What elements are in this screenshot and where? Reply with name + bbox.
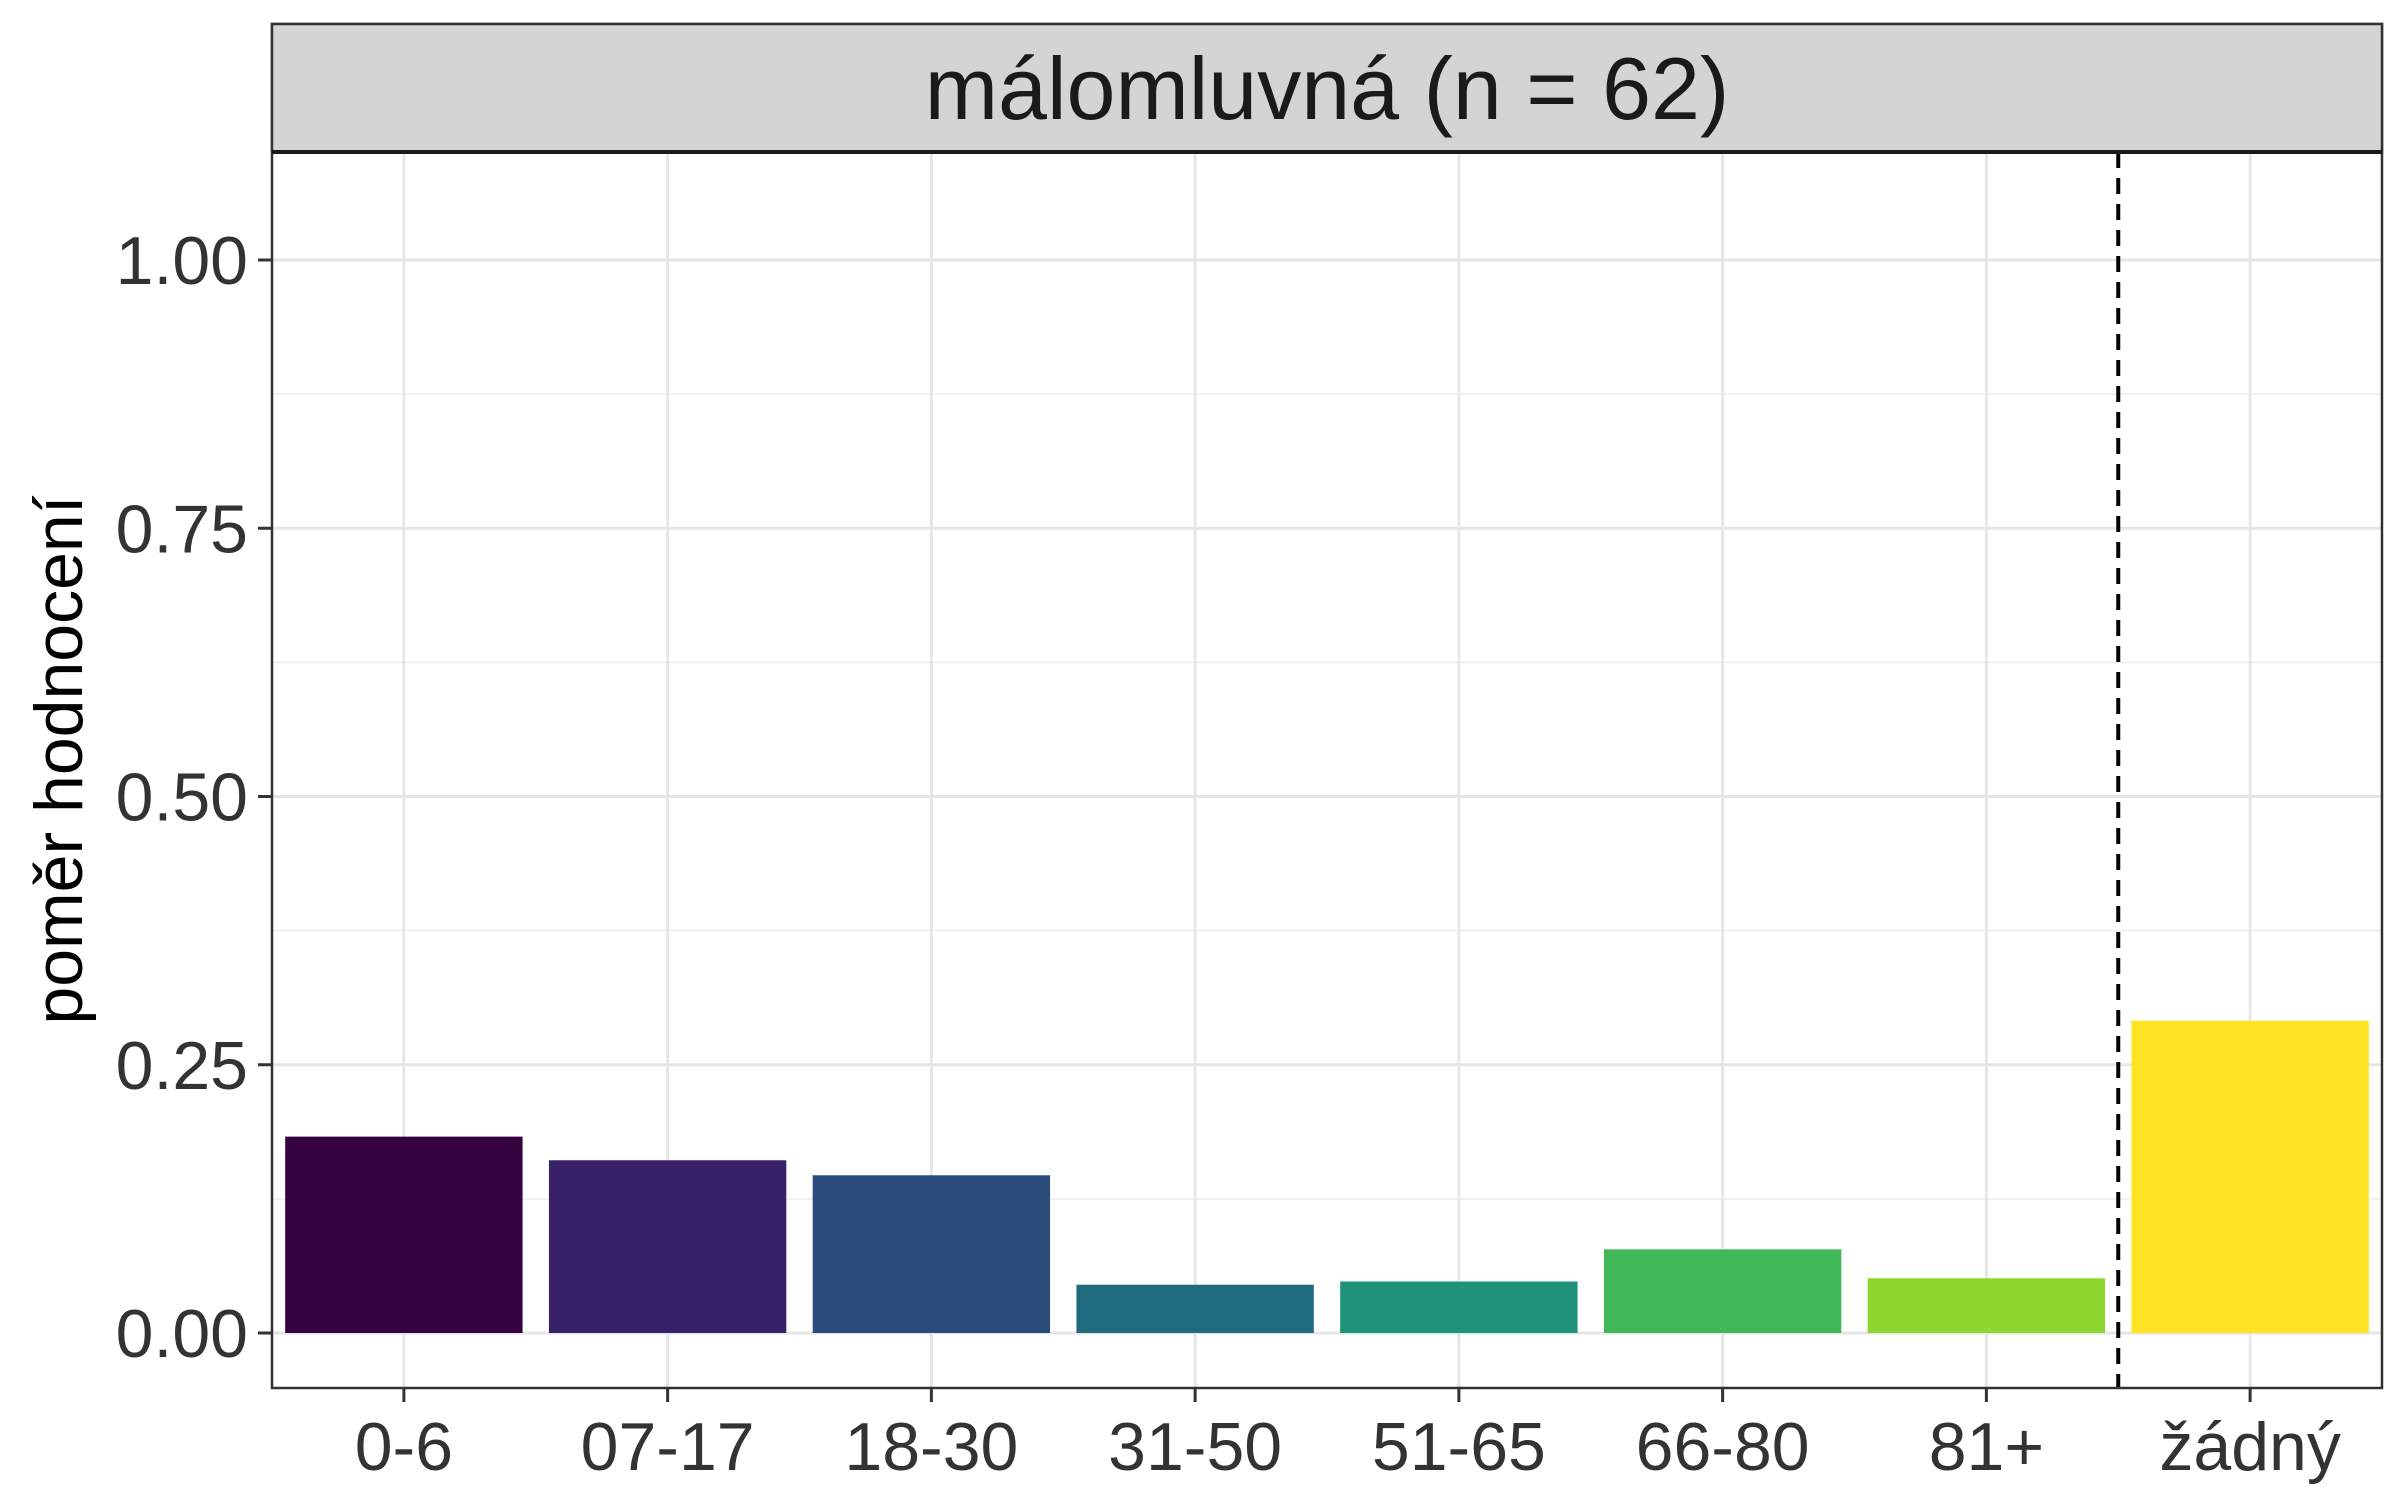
bar-31-50 <box>1076 1284 1314 1333</box>
x-tick-label: 07-17 <box>581 1409 755 1485</box>
bar-51-65 <box>1340 1281 1578 1333</box>
x-tick-label: žádný <box>2159 1409 2340 1485</box>
facet-title: málomluvná (n = 62) <box>925 39 1730 138</box>
y-tick-label: 0.50 <box>116 760 248 836</box>
x-tick-label: 18-30 <box>844 1409 1018 1485</box>
bar-0-6 <box>285 1136 523 1333</box>
facet-strip <box>270 22 2384 154</box>
y-tick-label: 0.25 <box>116 1028 248 1104</box>
x-tick-label: 81+ <box>1929 1409 2044 1485</box>
y-axis: 0.00 0.25 0.50 0.75 1.00 <box>116 223 272 1372</box>
bar-žádný <box>2131 1020 2369 1333</box>
x-tick-label: 31-50 <box>1108 1409 1282 1485</box>
bar-66-80 <box>1603 1249 1842 1333</box>
y-tick-label: 0.00 <box>116 1296 248 1372</box>
bars <box>285 1020 2369 1333</box>
x-tick-label: 51-65 <box>1372 1409 1546 1485</box>
x-axis: 0-6 07-17 18-30 31-50 51-65 66-80 81+ žádný <box>355 1388 2341 1485</box>
y-tick-label: 1.00 <box>116 223 248 299</box>
x-tick-label: 0-6 <box>355 1409 453 1485</box>
bar-18-30 <box>812 1175 1051 1333</box>
y-tick-label: 0.75 <box>116 491 248 567</box>
bar-07-17 <box>548 1160 787 1333</box>
y-axis-title: poměr hodnocení <box>21 495 97 1024</box>
x-tick-label: 66-80 <box>1636 1409 1810 1485</box>
bar-81+ <box>1867 1278 2106 1333</box>
